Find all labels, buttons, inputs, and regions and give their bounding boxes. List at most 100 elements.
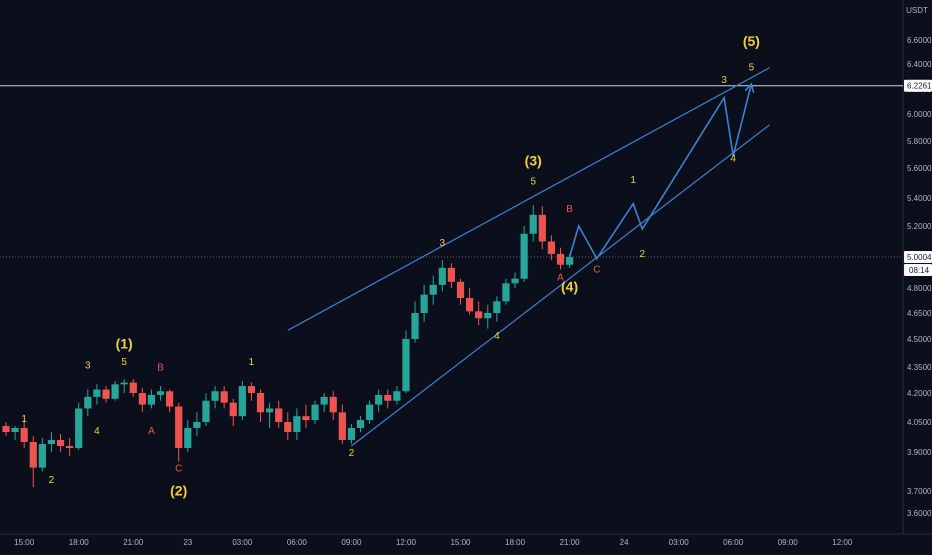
price-tick-label: 6.0000 [907,110,932,119]
countdown-tag-bg [904,263,932,276]
channel-lower-line[interactable] [351,124,770,447]
time-tick-label: 09:00 [778,538,799,547]
wave-label: B [157,362,164,373]
wave-label: 3 [721,75,727,86]
time-tick-label: 09:00 [341,538,362,547]
candle-body [102,389,110,399]
time-tick-label: 15:00 [450,538,471,547]
wave-label: 4 [94,426,100,437]
candle-body [520,233,528,279]
wave-label: C [175,464,182,475]
candle-body [229,402,237,417]
candle-body [438,267,446,285]
candle-body [56,440,65,446]
candle-body [356,420,365,428]
candle-body [493,301,501,313]
time-tick-label: 18:00 [505,538,526,547]
candle-body [393,391,401,401]
candle-body [556,253,565,265]
candle-body [293,416,301,432]
wave-label: 4 [494,331,500,342]
time-tick-label: 23 [183,538,192,547]
candle-body [529,214,537,234]
candle-body [547,241,555,254]
candle-body [11,428,19,432]
wave-label: A [557,272,564,283]
wave-label: (2) [170,482,187,498]
candle-body [156,391,165,395]
wave-label: 2 [49,475,55,486]
candle-body [429,284,437,295]
candle-body [47,440,56,444]
time-tick-label: 03:00 [669,538,690,547]
candle-body [193,422,201,428]
time-tick-label: 15:00 [14,538,35,547]
candle-body [175,406,183,448]
price-tick-label: 3.7000 [907,487,932,496]
wave-label: 4 [730,153,736,164]
candle-body [329,396,337,413]
candle-body [147,394,156,405]
countdown-tag: 08:14 [909,266,930,275]
wave-label: 1 [630,175,636,186]
candle-body [84,396,92,409]
candle-body [38,444,46,468]
price-axis-currency: USDT [906,6,928,15]
candle-body [75,408,83,448]
candle-body [484,313,492,319]
price-tick-label: 5.4000 [907,194,932,203]
price-tick-label: 5.6000 [907,164,932,173]
wave-label: 5 [530,177,536,188]
wave-label: (1) [116,335,133,351]
wave-label: A [148,426,155,437]
time-tick-label: 03:00 [232,538,253,547]
candle-body [20,428,28,442]
candle-body [475,311,483,319]
price-tick-label: 6.6000 [907,36,932,45]
candle-body [511,278,519,284]
price-tick-label: 5.8000 [907,137,932,146]
wave-label: 3 [85,361,91,372]
wave-label: (5) [743,33,760,49]
candle-body [2,426,10,432]
candle-body [120,382,128,385]
current-price-tag: 5.0004 [907,253,932,262]
candle-body [402,339,410,392]
price-tick-label: 6.4000 [907,60,932,69]
candle-body [447,267,456,282]
candle-body [502,283,510,302]
price-tick-label: 3.9000 [907,448,932,457]
price-tick-label: 4.8000 [907,284,932,293]
wave-label: 5 [121,357,127,368]
projection-path[interactable] [568,83,753,261]
candle-body [247,386,256,393]
candle-body [302,416,310,421]
candle-body [456,281,465,298]
candle-body [284,422,292,432]
time-tick-label: 06:00 [287,538,308,547]
candle-body [338,412,346,440]
price-tick-label: 4.2000 [907,389,932,398]
candle-body [129,382,137,393]
marked-price-tag: 6.2261 [907,82,932,91]
price-tick-label: 4.6500 [907,309,932,318]
candle-body [166,391,174,407]
candle-body [66,446,74,448]
candle-body [138,393,146,405]
price-tick-label: 3.6000 [907,509,932,518]
candle-body [411,313,419,339]
wave-label: 1 [21,414,27,425]
candle-body [220,391,228,403]
time-tick-label: 18:00 [69,538,90,547]
wave-label: (4) [561,278,578,294]
wave-label: 2 [640,249,646,260]
candle-body [565,257,574,265]
channel-upper-line[interactable] [287,67,770,331]
candle-body [420,294,428,313]
candle-body [93,389,101,397]
time-tick-label: 21:00 [560,538,581,547]
candle-body [211,391,219,401]
candle-body [465,298,474,312]
